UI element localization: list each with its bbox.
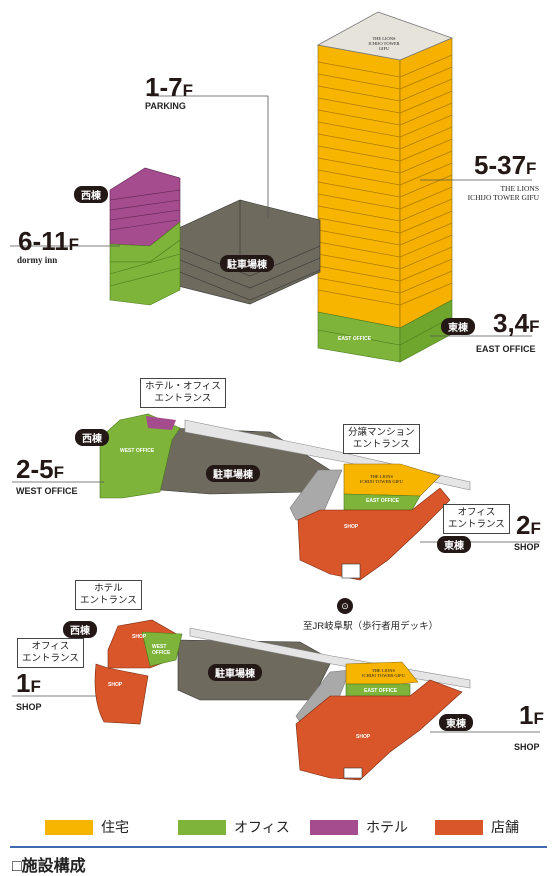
east-office-inner-1f: EAST OFFICE [364,688,398,694]
legend-swatch-office [178,819,226,835]
legend-office: オフィス [178,819,290,835]
office-entrance-2f-label: オフィス エントランス [443,504,510,534]
dormy-inn-logo: dormy inn [17,255,58,265]
badge-west-top: 西棟 [74,186,108,203]
tower-roof [316,11,454,61]
legend-shop: 店舗 [435,819,519,835]
parking-block-3d [169,199,321,305]
lions-tower-name: THE LIONS ICHIJO TOWER GIFU [467,184,539,202]
floor-label-1f-left: 1F [16,668,41,698]
legend-swatch-residential [45,819,93,835]
legend-label-residential: 住宅 [101,819,129,835]
shop-label-1f-right: SHOP [514,742,540,752]
badge-east-1f: 東棟 [439,714,473,731]
floor-label-1f-right: 1F [519,700,544,730]
shop-inner-1f-east: SHOP [356,734,371,740]
tower-residential-floors [317,37,453,329]
hotel-entrance-1f-label: ホテル エントランス [75,580,142,610]
badge-west-2f: 西棟 [75,429,109,446]
shop-inner-2f: SHOP [344,524,359,530]
section-rule [10,846,547,848]
legend-label-hotel: ホテル [366,819,408,835]
floor-label-6-11: 6-11F [18,226,79,256]
hotel-office-entrance-label: ホテル・オフィス エントランス [140,378,226,408]
shop-inner-1f-west-lower: SHOP [108,682,123,688]
west-hotel-building [109,167,181,306]
office-entrance-1f-label: オフィス エントランス [17,638,84,668]
section-title: □施設構成 [12,858,86,875]
floor-label-2f: 2F [516,510,541,540]
roof-lions-text: THE LIONS ICHIJO TOWER GIFU [368,36,400,51]
shop-inner-1f-west: SHOP [132,634,147,640]
legend-label-shop: 店舗 [491,819,519,835]
shop-label-2f: SHOP [514,542,540,552]
facility-diagram [10,11,540,781]
leader-lines-top [10,95,532,337]
legend-swatch-shop [435,819,483,835]
legend-label-office: オフィス [234,819,290,835]
lobby-lions-2f: THE LIONS ICHIJO TOWER GIFU [360,474,403,484]
badge-west-1f: 西棟 [63,621,97,638]
badge-parking-2f: 駐車場棟 [206,465,260,482]
station-direction-label: 至JR岐阜駅（歩行者用デッキ） [303,621,439,632]
floor-2f-plan [99,413,471,581]
mansion-entrance-label: 分譲マンション エントランス [343,424,420,454]
east-office-label: EAST OFFICE [476,344,536,354]
badge-parking-top: 駐車場棟 [220,255,274,272]
legend-residential: 住宅 [45,819,129,835]
leader-lines-bottom [12,695,540,733]
badge-east-top: 東棟 [441,318,475,335]
lobby-lions-1f: THE LIONS ICHIJO TOWER GIFU [362,668,405,678]
parking-label: PARKING [145,101,186,111]
floor-label-3-4: 3,4F [493,308,540,338]
badge-east-2f: 東棟 [437,536,471,553]
badge-parking-1f: 駐車場棟 [208,664,262,681]
floor-1f-plan [94,619,471,781]
legend-swatch-hotel [310,819,358,835]
east-office-base [317,299,453,363]
west-office-inner: WEST OFFICE [120,448,155,454]
west-office-inner-1f: WEST OFFICE [152,644,171,656]
east-office-inner-top: EAST OFFICE [338,336,372,342]
train-icon: ⊙ [337,598,353,614]
west-office-label: WEST OFFICE [16,486,78,496]
floor-label-5-37: 5-37F [474,150,537,180]
floor-label-2-5: 2-5F [16,454,64,484]
floor-label-1-7: 1-7F [145,72,193,102]
east-office-inner-2f: EAST OFFICE [366,498,400,504]
shop-label-1f-left: SHOP [16,702,42,712]
legend-hotel: ホテル [310,819,408,835]
